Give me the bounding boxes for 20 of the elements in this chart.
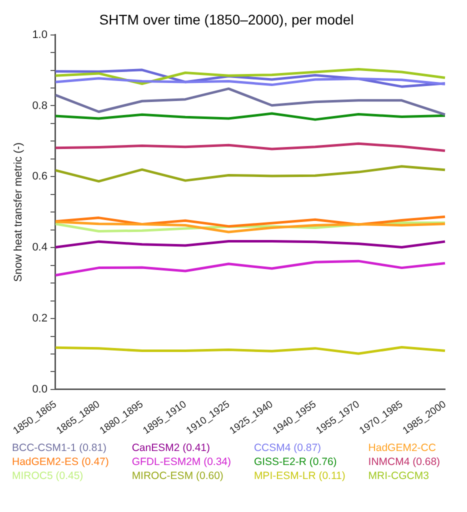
text: HadGEM2-ES (0.47) <box>12 456 110 468</box>
text: BCC-CSM1-1 (0.81) <box>12 442 108 454</box>
y-tick-label: 0.0 <box>32 383 48 396</box>
text: MIROC5 (0.45) <box>12 470 84 482</box>
text: MIROC-ESM (0.60) <box>132 470 224 482</box>
text: GISS-E2-R (0.76) <box>254 456 338 468</box>
text: MRI-CGCM3 <box>368 470 430 482</box>
y-tick-label: 1.0 <box>32 28 48 41</box>
text: INMCM4 (0.68) <box>368 456 442 468</box>
y-axis-title: Snow heat transfer metric (-) <box>12 142 25 282</box>
text: HadGEM2-CC <box>368 442 437 454</box>
text: CanESM2 (0.41) <box>132 442 212 454</box>
y-tick-label: 0.6 <box>32 170 48 183</box>
chart-title: SHTM over time (1850–2000), per model <box>99 11 354 28</box>
y-tick-label: 0.4 <box>32 242 48 254</box>
text: CCSM4 (0.87) <box>254 442 322 454</box>
y-tick-label: 0.8 <box>32 100 48 112</box>
y-tick-label: 0.2 <box>32 312 48 325</box>
text: GFDL-ESM2M (0.34) <box>132 456 232 468</box>
text: MPI-ESM-LR (0.11) <box>254 470 346 482</box>
